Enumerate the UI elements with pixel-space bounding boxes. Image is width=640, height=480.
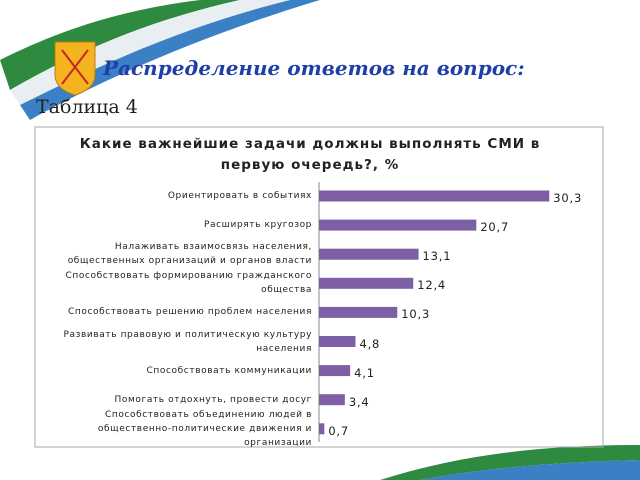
coat-of-arms-cross — [61, 49, 89, 85]
category-label: Расширять кругозор — [203, 220, 312, 231]
category-label: Способствовать формированию гражданского… — [65, 271, 312, 296]
value-label: 13,1 — [422, 249, 452, 264]
value-label: 4,1 — [354, 365, 375, 380]
value-label: 20,7 — [480, 220, 510, 235]
category-label: Развивать правовую и политическую культу… — [63, 329, 312, 354]
category-label: Помогать отдохнуть, провести досуг — [114, 394, 312, 405]
value-label: 10,3 — [401, 307, 431, 322]
bar — [319, 306, 398, 318]
ribbon-blue — [20, 0, 320, 120]
chart-frame — [34, 126, 604, 448]
category-label: Налаживать взаимосвязь населения, общест… — [67, 242, 312, 267]
bar — [319, 365, 351, 377]
chart-title: Какие важнейшие задачи должны выполнять … — [79, 136, 541, 173]
category-label: Способствовать решению проблем населения — [67, 307, 312, 318]
value-label: 12,4 — [417, 278, 447, 293]
ribbon-white — [10, 0, 290, 105]
bar — [319, 277, 414, 289]
value-label: 3,4 — [348, 394, 370, 409]
bar — [319, 219, 477, 231]
bar — [319, 394, 345, 406]
slide-subtitle: Таблица 4 — [36, 96, 138, 118]
slide-title: Распределение ответов на вопрос: — [103, 56, 525, 80]
bar — [319, 336, 356, 347]
value-label: 4,8 — [359, 336, 381, 351]
ribbon-bottom-green — [380, 445, 640, 480]
value-label: 30,3 — [553, 191, 583, 205]
value-label: 0,7 — [328, 423, 350, 438]
bar — [319, 423, 325, 435]
ribbon-green — [0, 0, 240, 90]
bar — [319, 190, 550, 202]
category-label: Ориентировать в событиях — [167, 191, 312, 201]
ribbon-bottom-blue — [420, 460, 640, 480]
category-label: Способствовать коммуникации — [146, 365, 312, 376]
category-label: Способствовать объединению людей в общес… — [97, 409, 312, 448]
bar — [319, 248, 419, 260]
